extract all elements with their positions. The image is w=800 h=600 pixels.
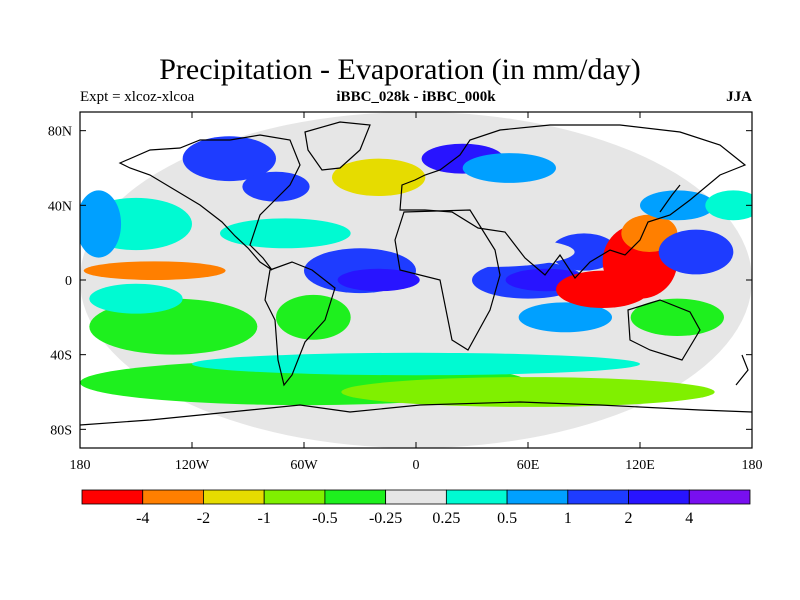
field-region-29: [192, 352, 640, 376]
field-region-16: [462, 153, 556, 183]
field-region-26: [705, 190, 752, 221]
season-label: JJA: [726, 89, 752, 105]
y-tick-label-1: 40N: [48, 199, 72, 214]
colorbar-label-6: 0.5: [497, 510, 517, 527]
field-region-12: [337, 268, 420, 292]
field-layer: [80, 112, 752, 448]
colorbar-swatch-3: [263, 489, 326, 505]
colorbar-label-8: 2: [625, 510, 633, 527]
colorbar-swatch-0: [81, 489, 144, 505]
north-america-coastline: [118, 134, 301, 271]
field-region-19: [518, 302, 612, 333]
field-region-27: [630, 298, 724, 337]
experiment-label: Expt = xlcoz-xlcoa: [80, 89, 195, 105]
colorbar-swatch-10: [688, 489, 751, 505]
field-region-10: [220, 218, 351, 249]
australia-coastline: [627, 299, 701, 361]
x-tick-label-4: 60E: [517, 458, 540, 473]
colorbar-swatch-8: [567, 489, 629, 505]
new-zealand-coastline: [735, 354, 749, 386]
y-tick-label-4: 80S: [50, 423, 72, 438]
x-tick-label-1: 120W: [175, 458, 210, 473]
field-region-6: [83, 261, 226, 280]
y-tick-label-0: 80N: [48, 125, 72, 140]
field-region-8: [182, 136, 276, 182]
field-region-13: [276, 294, 351, 340]
colorbar-swatch-6: [445, 489, 508, 505]
y-tick-label-3: 40S: [50, 349, 72, 364]
field-region-5: [80, 190, 122, 258]
africa-coastline: [394, 209, 501, 351]
colorbar-swatch-2: [203, 489, 265, 505]
colorbar-label-2: -1: [258, 510, 271, 527]
axis-ticks: 180 120W 60W 0 60E 120E 180 80N 40N 0 40S 80S: [48, 112, 763, 473]
field-region-7: [89, 283, 183, 314]
colorbar-label-4: -0.25: [369, 510, 402, 527]
colorbar-swatch-1: [142, 489, 204, 505]
eurasia-coastline: [399, 124, 747, 279]
colorbar-swatch-7: [506, 489, 569, 505]
field-region-9: [242, 171, 310, 202]
x-tick-label-5: 120E: [625, 458, 655, 473]
y-tick-label-2: 0: [65, 274, 72, 289]
japan-coastline: [659, 184, 681, 213]
x-tick-label-6: 180: [742, 458, 763, 473]
colorbar-label-1: -2: [197, 510, 210, 527]
colorbar-label-5: 0.25: [432, 510, 460, 527]
coastlines: [80, 121, 752, 426]
field-region-14: [332, 158, 426, 196]
colorbar-label-3: -0.5: [312, 510, 337, 527]
colorbar-label-0: -4: [136, 510, 149, 527]
field-region-25: [658, 229, 734, 275]
map-title: Precipitation - Evaporation (in mm/day): [159, 53, 641, 86]
field-region-2: [341, 377, 715, 407]
colorbar-label-7: 1: [564, 510, 572, 527]
run-difference-label: iBBC_028k - iBBC_000k: [336, 89, 496, 105]
south-america-coastline: [264, 261, 336, 387]
colorbar-label-9: 4: [685, 510, 693, 527]
colorbar: -4 -2 -1 -0.5 -0.25 0.25 0.5 1 2 4: [81, 489, 751, 527]
field-region-20: [550, 233, 618, 271]
antarctica-coastline: [80, 401, 752, 426]
x-tick-label-0: 180: [70, 458, 91, 473]
x-tick-label-3: 0: [413, 458, 420, 473]
x-tick-label-2: 60W: [290, 458, 318, 473]
field-region-28: [406, 237, 575, 267]
colorbar-swatch-5: [385, 489, 447, 505]
colorbar-swatch-9: [628, 489, 690, 505]
greenland-coastline: [304, 121, 371, 171]
colorbar-swatch-4: [324, 489, 387, 505]
field-region-24: [640, 190, 715, 221]
